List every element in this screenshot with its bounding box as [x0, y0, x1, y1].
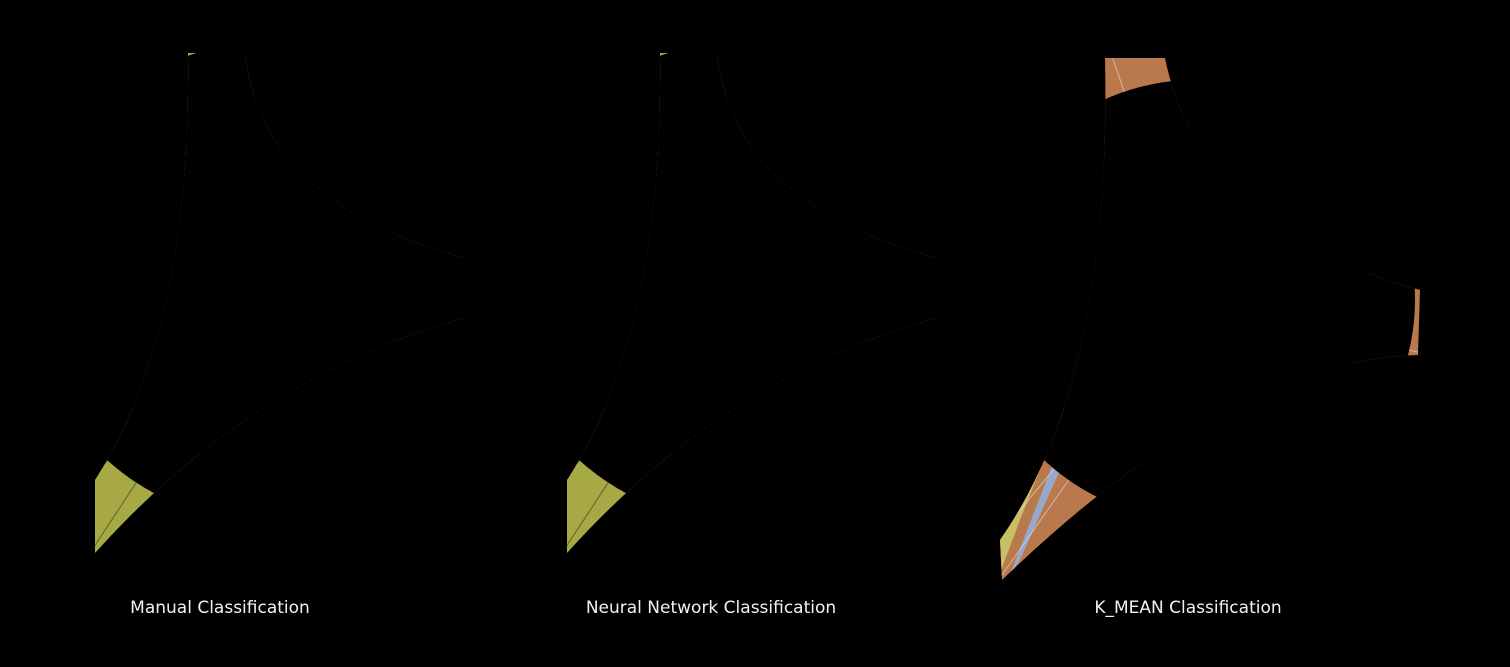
mesh-manual — [95, 53, 465, 553]
mesh-neural-network — [567, 53, 937, 553]
caption: Manual Classification — [130, 598, 310, 618]
caption: K_MEAN Classification — [1094, 598, 1281, 618]
mesh-k-mean — [1000, 58, 1420, 580]
caption: Neural Network Classification — [586, 598, 836, 618]
